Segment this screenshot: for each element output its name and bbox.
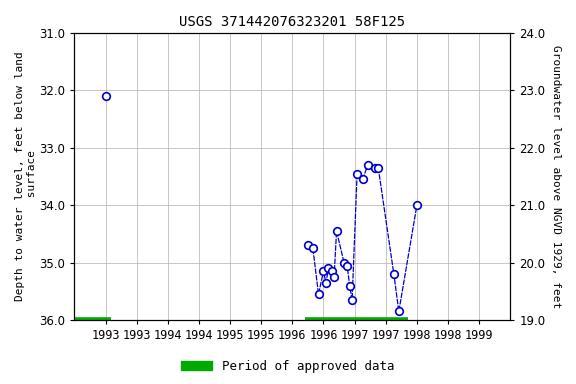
Y-axis label: Groundwater level above NGVD 1929, feet: Groundwater level above NGVD 1929, feet (551, 45, 561, 308)
Y-axis label: Depth to water level, feet below land
 surface: Depth to water level, feet below land su… (15, 51, 37, 301)
Legend: Period of approved data: Period of approved data (176, 355, 400, 378)
Title: USGS 371442076323201 58F125: USGS 371442076323201 58F125 (179, 15, 406, 29)
